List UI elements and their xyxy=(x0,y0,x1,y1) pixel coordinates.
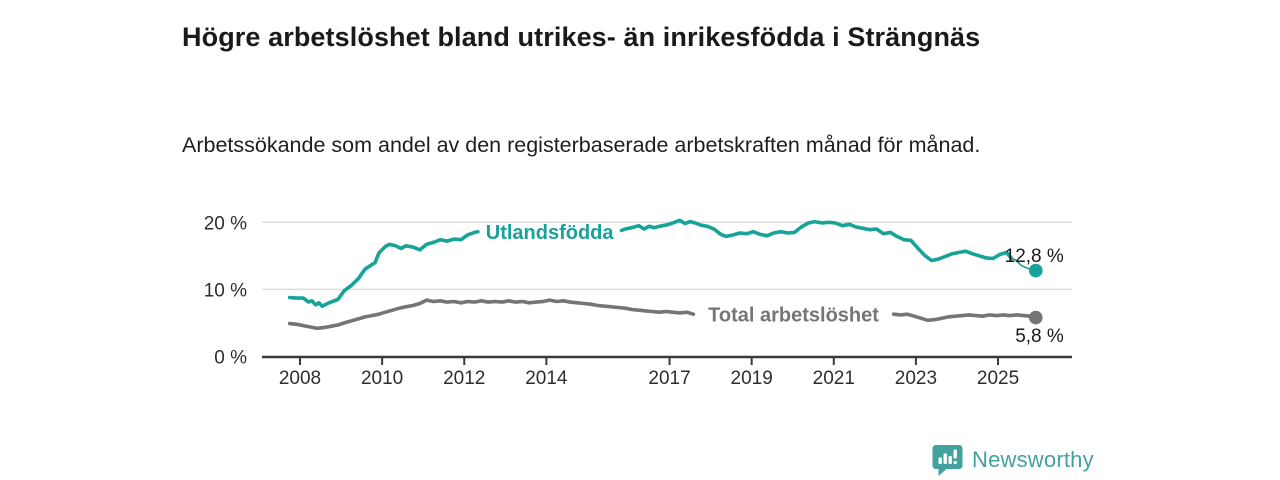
chart-title: Högre arbetslöshet bland utrikes- än inr… xyxy=(182,22,981,53)
series-line-total-arbetsl-shet xyxy=(287,298,696,331)
x-tick-label: 2023 xyxy=(895,368,937,389)
series-line-total-arbetsl-shet xyxy=(891,312,1038,323)
newsworthy-brand-text: Newsworthy xyxy=(972,447,1094,472)
series-end-label-utlandsf-dda: 12,8 % xyxy=(1005,246,1064,267)
newsworthy-logo: Newsworthy xyxy=(932,443,1094,477)
x-tick-label: 2008 xyxy=(279,368,321,389)
series-end-dot-total-arbetsl-shet xyxy=(1028,310,1043,325)
bar-chart-speech-bubble-icon xyxy=(932,444,963,476)
x-tick-label: 2012 xyxy=(443,368,485,389)
x-tick-label: 2025 xyxy=(977,368,1019,389)
x-tick-label: 2014 xyxy=(525,368,568,389)
x-tick-label: 2017 xyxy=(648,368,690,389)
y-tick-label: 0 % xyxy=(214,348,247,369)
series-line-utlandsf-dda xyxy=(287,229,480,309)
series-end-dot-utlandsf-dda xyxy=(1028,263,1043,278)
series-end-label-total-arbetsl-shet: 5,8 % xyxy=(1015,326,1064,347)
series-label-utlandsf-dda: Utlandsfödda xyxy=(486,222,615,244)
x-tick-label: 2021 xyxy=(813,368,855,389)
series-label-total-arbetsl-shet: Total arbetslöshet xyxy=(708,305,879,327)
x-tick-label: 2019 xyxy=(731,368,773,389)
y-tick-label: 10 % xyxy=(204,280,247,301)
series-line-utlandsf-dda xyxy=(619,218,1014,263)
chart-subtitle: Arbetssökande som andel av den registerb… xyxy=(182,132,981,157)
x-tick-label: 2010 xyxy=(361,368,403,389)
y-tick-label: 20 % xyxy=(204,213,247,234)
